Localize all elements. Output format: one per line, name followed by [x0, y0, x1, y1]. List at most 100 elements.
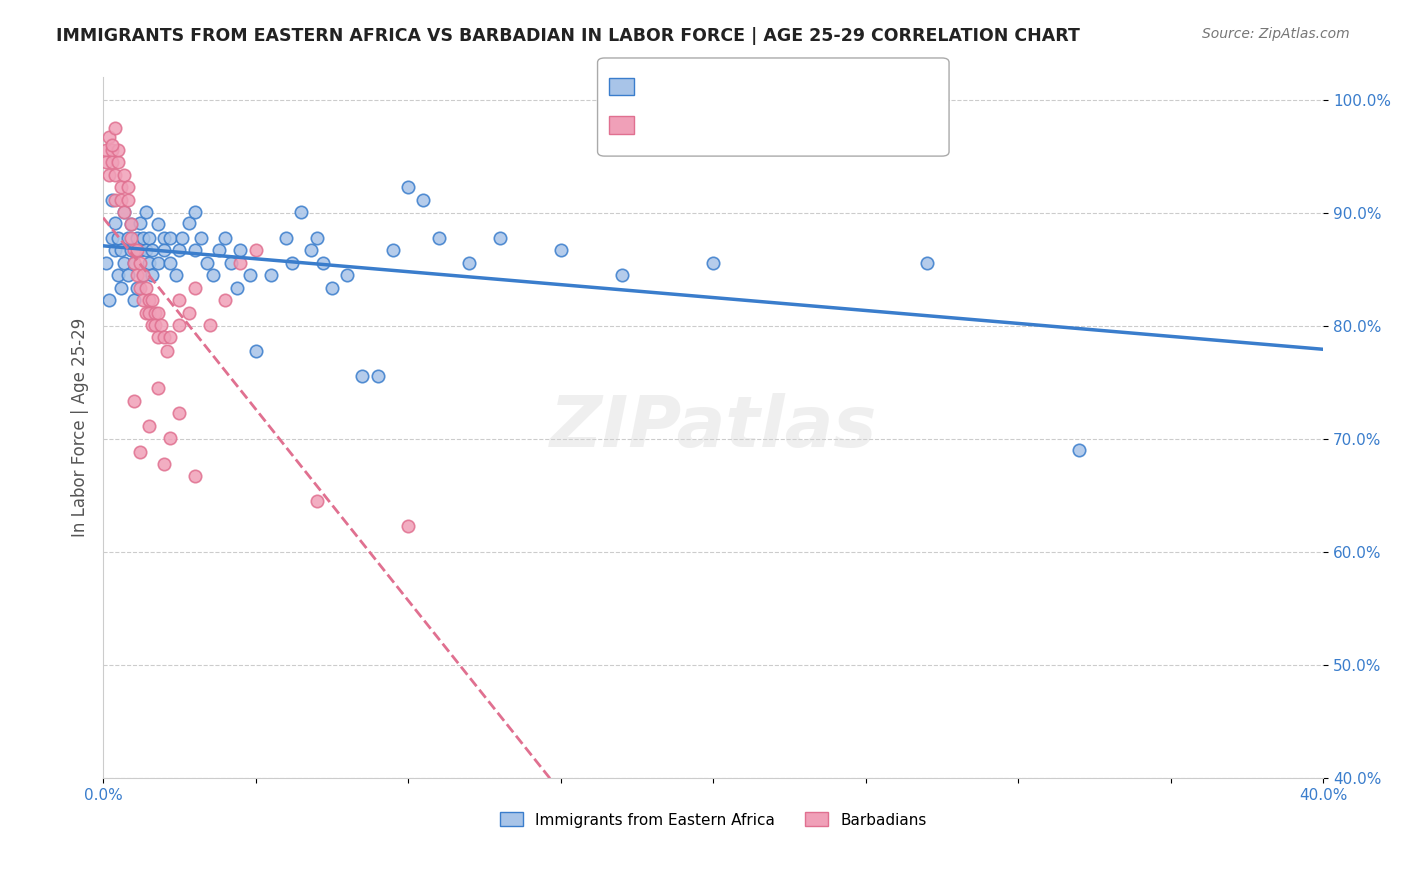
Point — [125, 244, 148, 258]
Point — [122, 393, 145, 408]
Point — [229, 244, 252, 258]
Text: ZIPatlas: ZIPatlas — [550, 393, 877, 462]
Point — [245, 244, 267, 258]
Point — [135, 244, 157, 258]
Point — [312, 256, 335, 270]
Point — [412, 193, 434, 207]
Point — [143, 318, 166, 332]
Point — [107, 231, 129, 245]
Point — [146, 256, 169, 270]
Point — [120, 244, 142, 258]
Point — [110, 281, 132, 295]
Point — [138, 418, 160, 433]
Point — [125, 268, 148, 283]
Point — [146, 305, 169, 319]
Point — [107, 143, 129, 157]
Point — [183, 244, 205, 258]
Point — [117, 180, 139, 194]
Point — [120, 218, 142, 232]
Point — [214, 293, 236, 307]
Point — [122, 256, 145, 270]
Point — [114, 205, 136, 219]
Point — [458, 256, 481, 270]
Point — [138, 293, 160, 307]
Point — [96, 155, 118, 169]
Point — [104, 216, 127, 230]
Point — [104, 193, 127, 207]
Point — [107, 155, 129, 169]
Point — [117, 231, 139, 245]
Point — [183, 469, 205, 483]
Point — [128, 281, 150, 295]
Point — [183, 205, 205, 219]
Point — [238, 268, 260, 283]
Point — [381, 244, 404, 258]
Point — [138, 305, 160, 319]
Point — [117, 268, 139, 283]
Point — [177, 216, 200, 230]
Point — [114, 168, 136, 182]
Point — [146, 381, 169, 395]
Point — [281, 256, 304, 270]
Point — [110, 193, 132, 207]
Point — [367, 368, 389, 383]
Point — [132, 268, 155, 283]
Point — [98, 130, 121, 145]
Point — [156, 343, 179, 358]
Point — [96, 256, 118, 270]
Point — [183, 281, 205, 295]
Point — [169, 244, 191, 258]
Point — [396, 519, 419, 533]
Point — [125, 231, 148, 245]
Point — [153, 330, 176, 344]
Point — [120, 231, 142, 245]
Point — [150, 318, 173, 332]
Point — [128, 244, 150, 258]
Text: R = -0.030   N = 60: R = -0.030 N = 60 — [619, 122, 801, 137]
Point — [135, 205, 157, 219]
Point — [260, 268, 283, 283]
Point — [122, 293, 145, 307]
Point — [114, 205, 136, 219]
Point — [1069, 443, 1091, 458]
Point — [201, 268, 224, 283]
Point — [138, 231, 160, 245]
Point — [143, 305, 166, 319]
Point — [114, 256, 136, 270]
Point — [321, 281, 343, 295]
Point — [198, 318, 221, 332]
Y-axis label: In Labor Force | Age 25-29: In Labor Force | Age 25-29 — [72, 318, 89, 538]
Point — [159, 431, 181, 445]
Point — [169, 406, 191, 420]
Point — [141, 244, 163, 258]
Point — [190, 231, 212, 245]
Point — [165, 268, 187, 283]
Point — [117, 193, 139, 207]
Point — [104, 244, 127, 258]
Point — [104, 121, 127, 136]
Point — [101, 155, 124, 169]
Point — [132, 268, 155, 283]
Point — [122, 256, 145, 270]
Point — [299, 244, 322, 258]
Text: IMMIGRANTS FROM EASTERN AFRICA VS BARBADIAN IN LABOR FORCE | AGE 25-29 CORRELATI: IMMIGRANTS FROM EASTERN AFRICA VS BARBAD… — [56, 27, 1080, 45]
Point — [98, 293, 121, 307]
Point — [153, 457, 176, 471]
Point — [104, 168, 127, 182]
Point — [98, 168, 121, 182]
Point — [226, 281, 249, 295]
Point — [305, 494, 328, 508]
Point — [101, 143, 124, 157]
Point — [146, 218, 169, 232]
Point — [214, 231, 236, 245]
Point — [135, 305, 157, 319]
Point — [132, 231, 155, 245]
Point — [110, 180, 132, 194]
Point — [101, 193, 124, 207]
Point — [177, 305, 200, 319]
Point — [120, 218, 142, 232]
Point — [128, 256, 150, 270]
Point — [169, 318, 191, 332]
Point — [153, 231, 176, 245]
Point — [107, 268, 129, 283]
